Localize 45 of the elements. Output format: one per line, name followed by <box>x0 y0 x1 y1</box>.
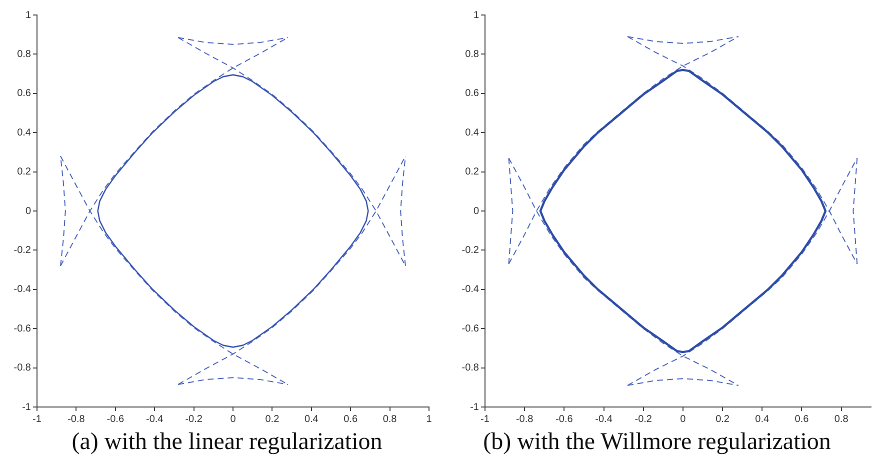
x-tick-label: -0.8 <box>516 414 534 425</box>
x-tick-label: -0.8 <box>68 414 86 425</box>
x-tick-label: -0.4 <box>146 414 164 425</box>
x-tick-label: 0.2 <box>265 414 280 425</box>
y-tick-label: -0.4 <box>14 284 32 296</box>
y-tick-label: 0.6 <box>17 88 32 100</box>
x-tick-label: 0.8 <box>834 414 849 425</box>
y-tick-label: -0.4 <box>462 284 480 296</box>
x-tick-label: -0.6 <box>556 414 574 425</box>
y-tick-label: 0.2 <box>17 166 32 178</box>
y-tick-label: -0.8 <box>14 362 32 374</box>
x-tick-label: -0.4 <box>595 414 613 425</box>
y-tick-label: -1 <box>22 402 32 413</box>
text: (a) with the linear regularization <box>70 428 384 457</box>
x-tick-label: -0.2 <box>185 414 203 425</box>
x-tick-label: 0 <box>680 414 686 425</box>
x-tick-label: -0.2 <box>634 414 652 425</box>
y-tick-label: 0.2 <box>465 166 480 178</box>
x-tick-label: 0.8 <box>382 414 398 425</box>
x-tick-label: 1 <box>426 414 432 425</box>
y-tick-label: 0 <box>473 206 480 217</box>
x-tick-label: 0.4 <box>304 414 319 425</box>
y-tick-label: -0.2 <box>14 244 32 256</box>
y-tick-label: -0.6 <box>462 323 480 334</box>
y-tick-label: 0.8 <box>465 48 480 60</box>
x-tick-label: 0.4 <box>755 414 770 425</box>
x-tick-label: 0 <box>230 414 236 425</box>
y-tick-label: -0.6 <box>14 323 32 334</box>
y-tick-label: 0.6 <box>465 88 480 100</box>
y-tick-label: 0.4 <box>465 127 480 138</box>
y-tick-label: -1 <box>470 402 480 413</box>
x-tick-label: 0.6 <box>344 414 358 425</box>
y-tick-label: 1 <box>473 10 480 21</box>
x-tick-label: -0.6 <box>106 414 124 425</box>
y-tick-label: -0.8 <box>462 362 480 374</box>
x-tick-label: 0.2 <box>716 414 730 425</box>
y-tick-label: -0.2 <box>462 244 480 256</box>
y-tick-label: 0.8 <box>17 48 32 60</box>
x-tick-label: -1 <box>480 414 490 425</box>
x-tick-label: -1 <box>32 414 42 425</box>
y-tick-label: 0.4 <box>17 127 32 138</box>
y-tick-label: 0 <box>25 206 32 217</box>
text: (b) with the Willmore regularization <box>482 428 832 457</box>
x-tick-label: 0.6 <box>794 414 810 425</box>
y-tick-label: 1 <box>25 10 32 21</box>
